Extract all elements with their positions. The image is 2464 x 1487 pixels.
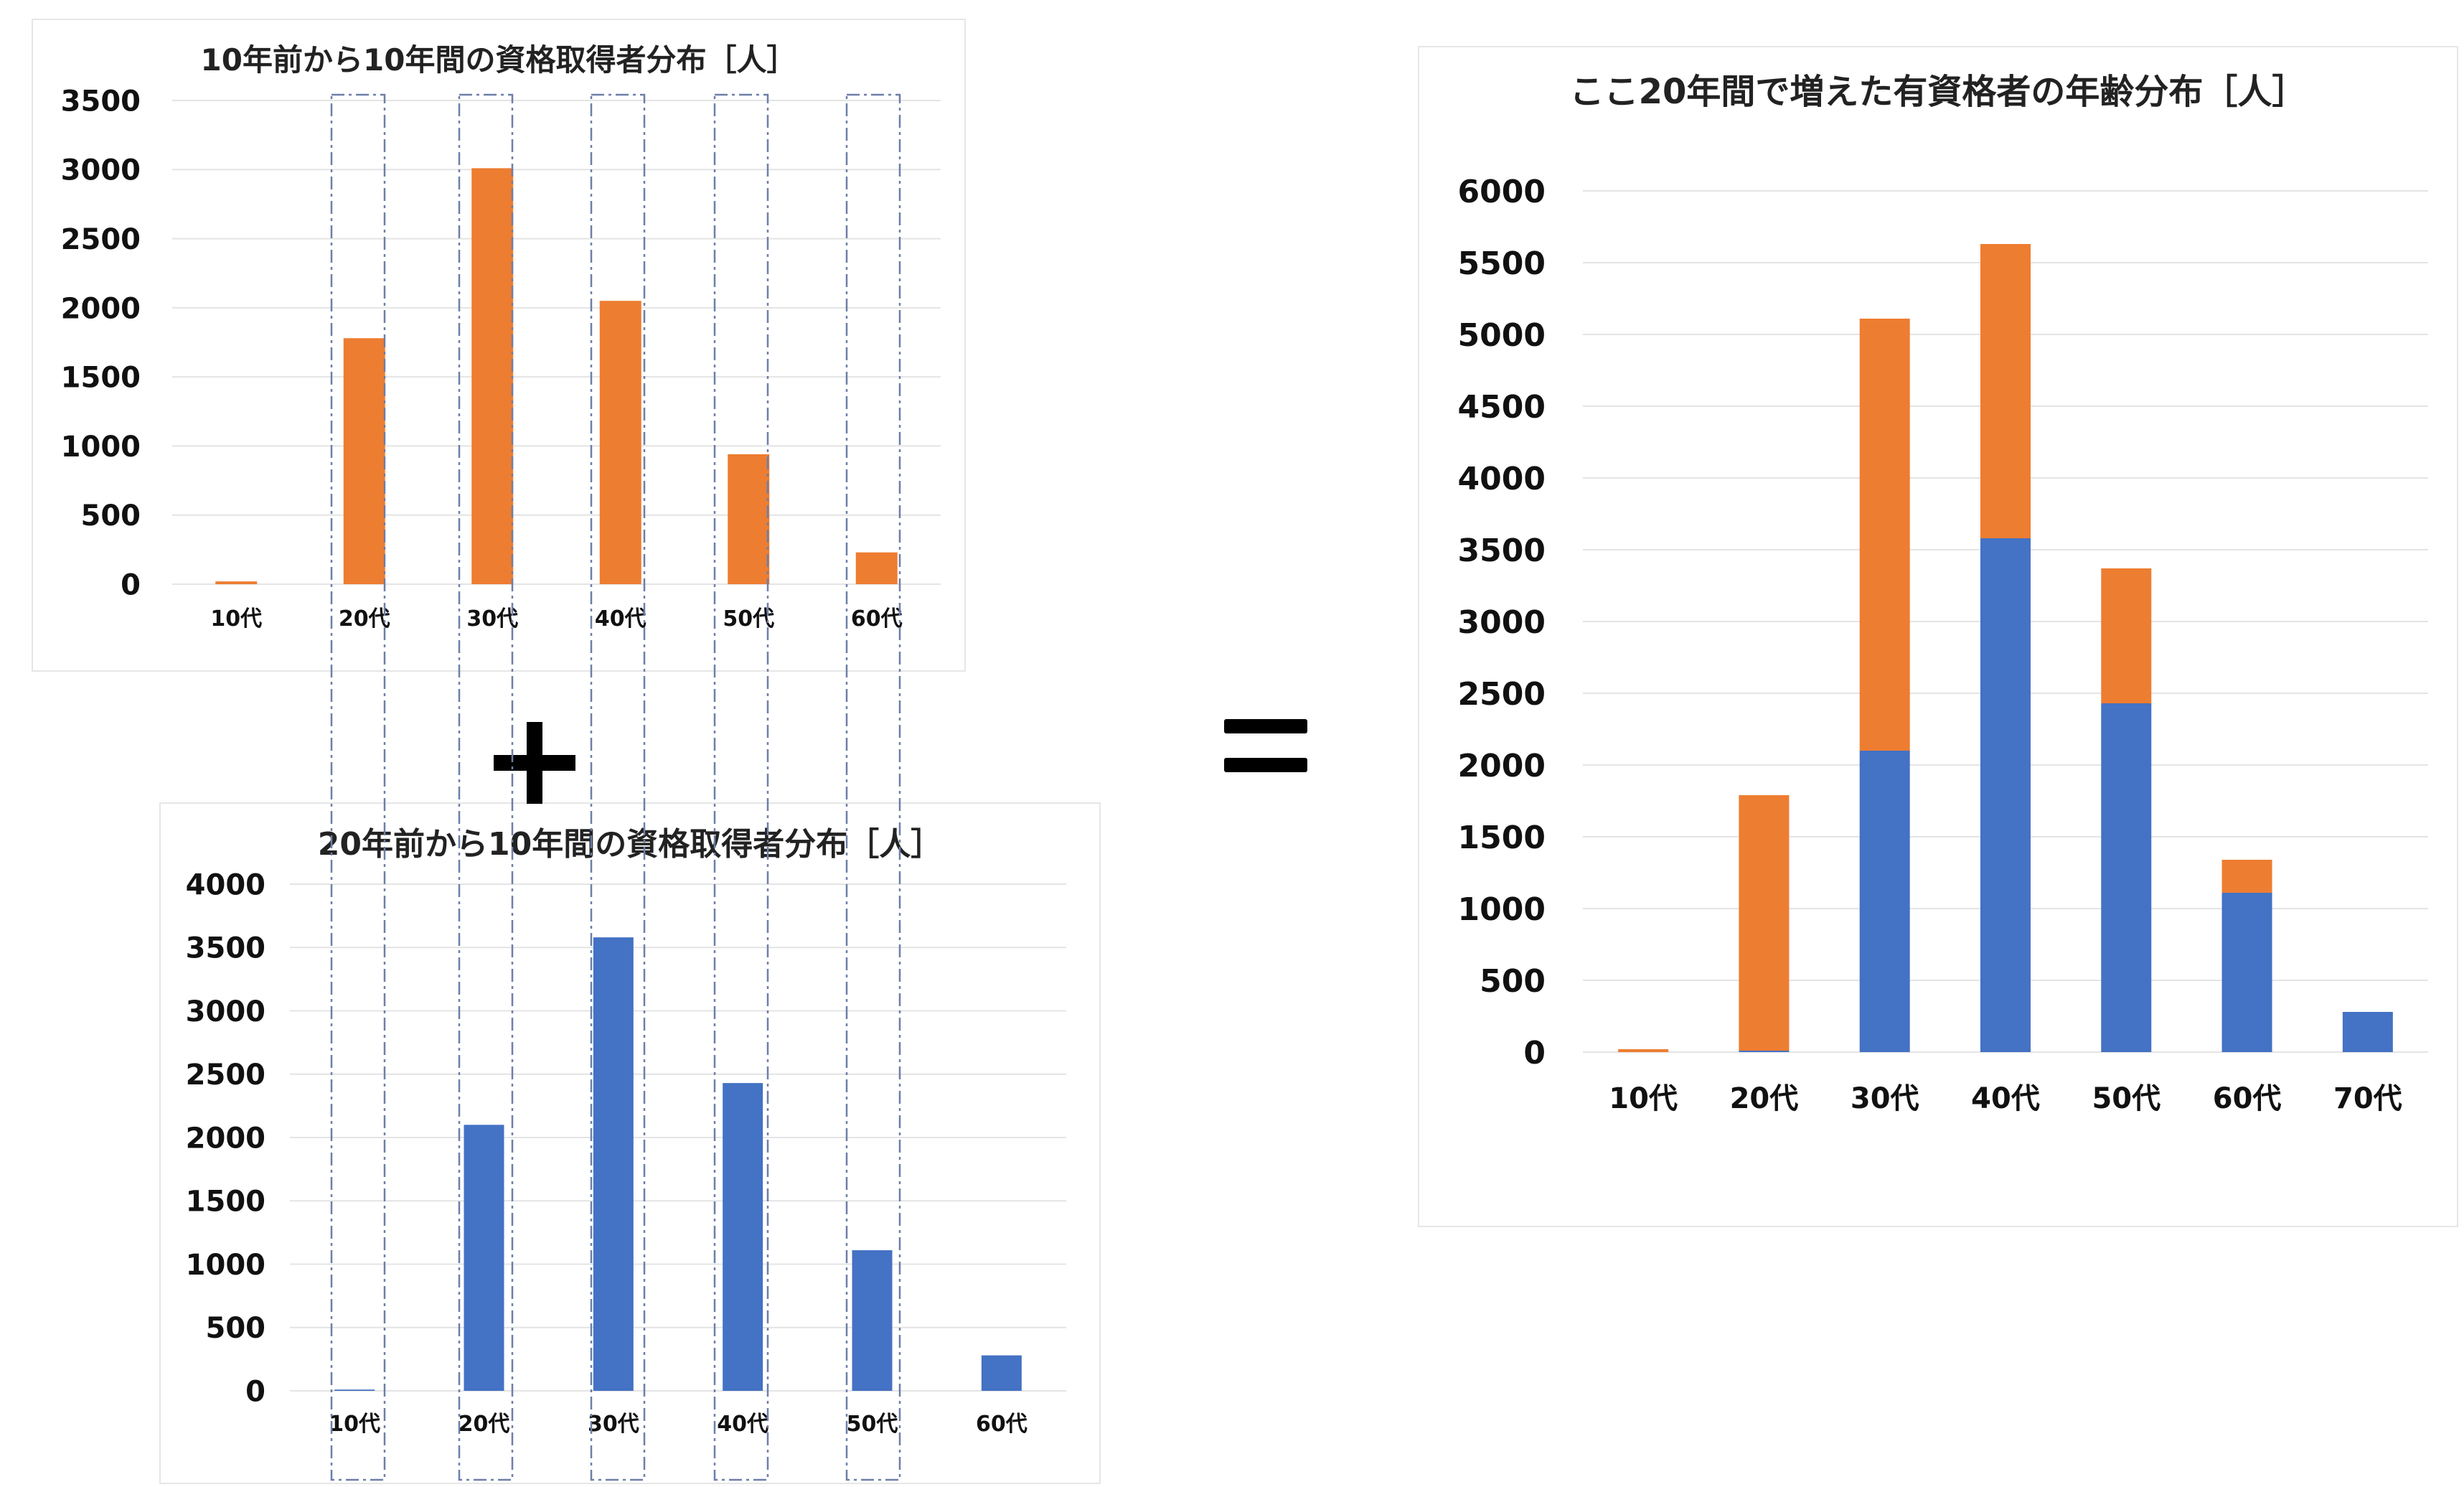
bar-30代-series-0 (471, 168, 514, 585)
bar-20代-series-0 (1739, 1051, 1790, 1052)
bar-50代-series-1 (2101, 568, 2152, 703)
x-tick-label: 10代 (210, 606, 262, 632)
y-tick-label: 2500 (61, 223, 141, 256)
bar-10代-series-0 (334, 1389, 375, 1391)
chart-title: 10年前から10年間の資格取得者分布［人］ (200, 42, 797, 78)
y-tick-label: 1000 (1458, 891, 1546, 928)
y-tick-label: 2000 (186, 1122, 265, 1155)
y-tick-label: 1500 (1458, 820, 1546, 856)
bar-30代-series-1 (1859, 319, 1910, 751)
y-tick-label: 500 (206, 1312, 266, 1345)
x-tick-label: 60代 (851, 606, 903, 632)
bar-50代-series-0 (2101, 703, 2152, 1052)
x-tick-label: 30代 (1851, 1082, 1919, 1115)
y-tick-label: 6000 (1458, 174, 1546, 210)
bar-20代-series-1 (1739, 795, 1790, 1051)
chart-title: ここ20年間で増えた有資格者の年齢分布［人］ (1569, 72, 2307, 112)
bar-30代-series-0 (1859, 751, 1910, 1052)
y-tick-label: 4000 (1458, 461, 1546, 497)
x-tick-label: 60代 (2213, 1082, 2282, 1115)
bar-20代-series-0 (464, 1125, 504, 1391)
bar-40代-series-0 (1980, 538, 2031, 1052)
y-tick-label: 2500 (1458, 676, 1546, 713)
chart-panel-combined: ここ20年間で増えた有資格者の年齢分布［人］ 0 500 1000 1500 2000 2… (1418, 46, 2458, 1227)
chart-panel-recent-decade: 10年前から10年間の資格取得者分布［人］ 0 500 1000 1500 2000 25… (32, 19, 966, 672)
bar-40代-series-1 (1980, 244, 2031, 538)
bar-40代-series-0 (599, 301, 641, 584)
x-tick-label: 30代 (588, 1412, 639, 1437)
y-tick-label: 3500 (61, 85, 141, 118)
x-tick-label: 50代 (2092, 1082, 2160, 1115)
x-tick-label: 70代 (2333, 1082, 2402, 1115)
y-tick-label: 2000 (61, 292, 141, 325)
y-tick-label: 0 (1523, 1035, 1546, 1071)
chart-panel-earlier-decade: 20年前から10年間の資格取得者分布［人］ 0 500 1000 1500 2000 25… (159, 802, 1101, 1484)
bar-60代-series-1 (2221, 860, 2272, 893)
bar-50代-series-0 (728, 454, 770, 584)
x-tick-label: 20代 (339, 606, 390, 632)
x-tick-label: 50代 (723, 606, 774, 632)
x-tick-label: 60代 (976, 1412, 1028, 1437)
y-tick-label: 1500 (61, 362, 141, 395)
plus-icon (494, 722, 575, 804)
chart-plot: 0 500 1000 1500 2000 2500 3000 3500 4000 10代 20代 30… (186, 868, 1066, 1437)
bar-40代-series-0 (723, 1083, 763, 1391)
y-tick-label: 500 (81, 499, 141, 533)
x-tick-label: 30代 (466, 606, 518, 632)
y-tick-label: 0 (245, 1375, 265, 1408)
bar-10代-series-1 (1618, 1049, 1669, 1052)
x-tick-label: 40代 (717, 1412, 768, 1437)
y-tick-label: 3000 (186, 995, 265, 1028)
y-tick-label: 1000 (61, 431, 141, 464)
y-tick-label: 4500 (1458, 389, 1546, 426)
bar-60代-series-0 (855, 552, 898, 584)
x-tick-label: 50代 (847, 1412, 898, 1437)
bar-20代-series-0 (343, 338, 385, 584)
bar-50代-series-0 (852, 1250, 893, 1391)
y-tick-label: 5000 (1458, 317, 1546, 354)
x-tick-label: 40代 (595, 606, 646, 632)
y-tick-label: 2000 (1458, 748, 1546, 784)
y-tick-label: 1000 (186, 1249, 265, 1282)
bar-70代-series-0 (2342, 1012, 2393, 1052)
chart-plot: 0 500 1000 1500 2000 2500 3000 3500 4000 4500 5000… (1458, 174, 2428, 1115)
equals-icon (1224, 719, 1307, 772)
y-tick-label: 4000 (186, 868, 265, 901)
x-tick-label: 40代 (1971, 1082, 2040, 1115)
y-tick-label: 1500 (186, 1186, 265, 1219)
y-tick-label: 2500 (186, 1059, 265, 1092)
x-tick-label: 10代 (1609, 1082, 1678, 1115)
y-tick-label: 3000 (1458, 604, 1546, 641)
y-tick-label: 5500 (1458, 245, 1546, 282)
y-tick-label: 3500 (1458, 533, 1546, 569)
x-tick-label: 20代 (1730, 1082, 1799, 1115)
x-tick-label: 10代 (329, 1412, 380, 1437)
y-tick-label: 3500 (186, 932, 265, 965)
x-tick-label: 20代 (459, 1412, 510, 1437)
y-tick-label: 0 (121, 568, 141, 601)
bar-10代-series-0 (215, 581, 258, 584)
y-tick-label: 3000 (61, 154, 141, 187)
y-tick-label: 500 (1480, 963, 1546, 1000)
bar-60代-series-0 (2221, 893, 2272, 1052)
chart-plot: 0 500 1000 1500 2000 2500 3000 3500 10代 20代 30代 40代… (61, 85, 941, 632)
bar-60代-series-0 (981, 1355, 1022, 1391)
bar-30代-series-0 (593, 937, 634, 1391)
